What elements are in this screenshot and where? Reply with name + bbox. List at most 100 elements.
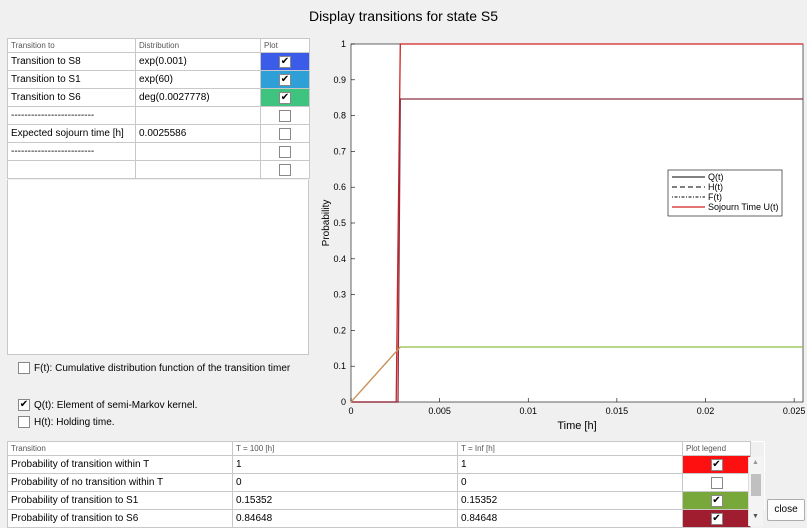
plot-checkbox[interactable]: ✔ xyxy=(279,55,291,68)
f-option-label: F(t): Cumulative distribution function o… xyxy=(34,362,291,374)
plot-checkbox[interactable] xyxy=(279,127,291,140)
result-tinf: 0 xyxy=(457,473,683,492)
result-name: Probability of transition to S1 xyxy=(7,491,233,510)
legend-entry-f: F(t) xyxy=(708,192,722,202)
results-table: Transition T = 100 [h] T = Inf [h] Plot … xyxy=(7,441,765,528)
result-tinf: 0.84648 xyxy=(457,509,683,528)
legend-checkbox[interactable] xyxy=(710,476,723,489)
legend: Q(t) H(t) F(t) Sojourn Time U(t) xyxy=(667,169,783,217)
legend-cell[interactable] xyxy=(682,473,751,492)
transition-name: Transition to S8 xyxy=(7,52,136,71)
result-name: Probability of transition to S6 xyxy=(7,509,233,528)
transition-distribution[interactable]: exp(60) xyxy=(135,70,261,89)
result-t100: 1 xyxy=(232,455,458,474)
plot-checkbox[interactable] xyxy=(279,163,291,176)
transitions-table-empty-area xyxy=(7,180,309,355)
scroll-down-arrow-icon[interactable]: ▼ xyxy=(752,513,759,520)
legend-checkbox[interactable]: ✔ xyxy=(710,512,723,525)
plot-area xyxy=(350,43,804,403)
h-checkbox[interactable] xyxy=(18,416,30,428)
transition-distribution[interactable]: deg(0.0027778) xyxy=(135,88,261,107)
plot-checkbox[interactable]: ✔ xyxy=(279,91,291,104)
table-row: Expected sojourn time [h] 0.0025586 xyxy=(7,124,310,143)
legend-box xyxy=(667,169,783,217)
y-axis-label: Probability xyxy=(321,200,332,247)
q-checkbox[interactable]: ✔ xyxy=(18,399,30,411)
plot-cell[interactable] xyxy=(260,124,310,143)
table-row: Probability of no transition within T 0 … xyxy=(7,473,765,492)
table-row: Probability of transition to S1 0.15352 … xyxy=(7,491,765,510)
result-t100: 0.84648 xyxy=(232,509,458,528)
legend-entry-u: Sojourn Time U(t) xyxy=(708,202,779,212)
x-tick-label: 0 xyxy=(348,406,353,416)
plot-cell[interactable]: ✔ xyxy=(260,88,310,107)
result-name: Probability of transition within T xyxy=(7,455,233,474)
h-option[interactable]: H(t): Holding time. xyxy=(18,416,115,428)
y-tick-label: 0.3 xyxy=(333,290,346,300)
transition-name: Expected sojourn time [h] xyxy=(7,124,136,143)
f-checkbox[interactable] xyxy=(18,362,30,374)
y-tick-label: 0.2 xyxy=(333,325,346,335)
plot-checkbox[interactable]: ✔ xyxy=(279,73,291,86)
legend-entry-h: H(t) xyxy=(708,182,723,192)
transition-name: Transition to S6 xyxy=(7,88,136,107)
x-tick-label: 0.02 xyxy=(697,406,715,416)
q-option[interactable]: ✔ Q(t): Element of semi-Markov kernel. xyxy=(18,399,197,411)
series-line-3 xyxy=(350,346,401,403)
window-title: Display transitions for state S5 xyxy=(308,8,499,24)
plot-cell[interactable] xyxy=(260,142,310,161)
transition-name: ------------------------- xyxy=(7,142,136,161)
f-option[interactable]: F(t): Cumulative distribution function o… xyxy=(18,362,290,374)
legend-cell[interactable]: ✔ xyxy=(682,455,751,474)
x-tick-label: 0.01 xyxy=(519,406,537,416)
transition-distribution[interactable] xyxy=(135,160,261,179)
results-scrollbar[interactable]: ▲ ▼ xyxy=(748,457,763,526)
plot-cell[interactable] xyxy=(260,160,310,179)
header-tinf: T = Inf [h] xyxy=(457,441,683,456)
y-tick-label: 0.4 xyxy=(333,254,346,264)
series-line-1 xyxy=(351,98,803,403)
header-transition-to: Transition to xyxy=(7,38,136,53)
plot-checkbox[interactable] xyxy=(279,109,291,122)
scroll-up-arrow-icon[interactable]: ▲ xyxy=(752,459,759,466)
plot-checkbox[interactable] xyxy=(279,145,291,158)
close-button[interactable]: close xyxy=(767,499,805,521)
y-tick-label: 0 xyxy=(341,397,346,407)
legend-checkbox[interactable]: ✔ xyxy=(710,494,723,507)
table-row: Transition to S8 exp(0.001) ✔ xyxy=(7,52,310,71)
legend-cell[interactable]: ✔ xyxy=(682,491,751,510)
transition-distribution[interactable] xyxy=(135,106,261,125)
legend-cell[interactable]: ✔ xyxy=(682,509,751,528)
header-transition: Transition xyxy=(7,441,233,456)
x-axis-label: Time [h] xyxy=(557,420,596,432)
legend-checkbox[interactable]: ✔ xyxy=(710,458,723,471)
x-tick-label: 0.025 xyxy=(783,406,805,416)
plot-cell[interactable] xyxy=(260,106,310,125)
y-tick-label: 1 xyxy=(341,39,346,49)
legend-entry-q: Q(t) xyxy=(708,172,724,182)
transition-distribution[interactable]: 0.0025586 xyxy=(135,124,261,143)
x-tick-label: 0.015 xyxy=(606,406,629,416)
table-row: ------------------------- xyxy=(7,142,310,161)
plot-cell[interactable]: ✔ xyxy=(260,52,310,71)
transitions-table-header: Transition to Distribution Plot xyxy=(7,38,310,53)
transition-name xyxy=(7,160,136,179)
probability-chart: 0 0.1 0.2 0.3 0.4 0.5 0.6 0.7 0.8 0.9 1 0 0.005 0.01… xyxy=(321,39,805,432)
y-tick-label: 0.9 xyxy=(333,75,346,85)
table-row: ------------------------- xyxy=(7,106,310,125)
header-spacer xyxy=(750,441,765,456)
y-tick-label: 0.6 xyxy=(333,182,346,192)
scroll-thumb[interactable] xyxy=(751,474,761,496)
table-row: Transition to S6 deg(0.0027778) ✔ xyxy=(7,88,310,107)
result-t100: 0.15352 xyxy=(232,491,458,510)
results-table-header: Transition T = 100 [h] T = Inf [h] Plot … xyxy=(7,441,765,456)
y-tick-label: 0.5 xyxy=(333,218,346,228)
transition-distribution[interactable] xyxy=(135,142,261,161)
header-plot: Plot xyxy=(260,38,310,53)
result-tinf: 1 xyxy=(457,455,683,474)
transition-distribution[interactable]: exp(0.001) xyxy=(135,52,261,71)
plot-cell[interactable]: ✔ xyxy=(260,70,310,89)
table-row: Probability of transition to S6 0.84648 … xyxy=(7,509,765,528)
result-name: Probability of no transition within T xyxy=(7,473,233,492)
header-t100: T = 100 [h] xyxy=(232,441,458,456)
